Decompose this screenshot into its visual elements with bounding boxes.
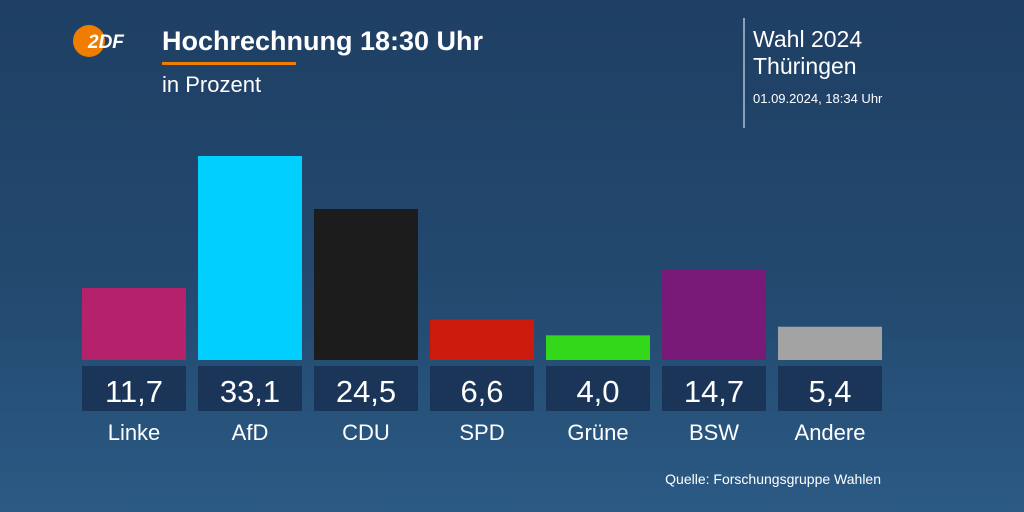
value-box-6 [778,366,882,411]
category-label-5: BSW [689,420,739,445]
category-label-1: AfD [232,420,269,445]
value-label-3: 6,6 [460,374,503,409]
chart-title: Hochrechnung 18:30 Uhr [162,26,484,56]
header-divider [743,18,745,128]
category-label-2: CDU [342,420,390,445]
bar-4 [546,335,650,360]
value-label-5: 14,7 [684,374,744,409]
bar-1 [198,156,302,360]
value-box-0 [82,366,186,411]
timestamp: 01.09.2024, 18:34 Uhr [753,91,883,106]
zdf-logo-circle [73,25,105,57]
value-box-4 [546,366,650,411]
category-label-4: Grüne [567,420,628,445]
value-label-6: 5,4 [808,374,851,409]
value-label-1: 33,1 [220,374,280,409]
election-name: Wahl 2024 Thüringen [753,26,863,79]
bar-2 [314,209,418,360]
category-label-3: SPD [459,420,504,445]
value-box-1 [198,366,302,411]
zdf-logo: 2DF [73,25,125,57]
value-box-5 [662,366,766,411]
chart-subtitle: in Prozent [162,72,262,97]
value-label-0: 11,7 [105,374,163,409]
bar-3 [430,319,534,360]
category-label-0: Linke [108,420,161,445]
category-label-6: Andere [795,420,866,445]
bar-6 [778,326,882,360]
value-label-2: 24,5 [336,374,396,409]
value-box-3 [430,366,534,411]
value-box-2 [314,366,418,411]
source-note: Quelle: Forschungsgruppe Wahlen [665,471,881,487]
value-label-4: 4,0 [576,374,619,409]
bar-5 [662,269,766,360]
zdf-logo-text: 2DF [87,32,125,53]
title-underline [162,62,296,65]
bar-0 [82,287,186,360]
